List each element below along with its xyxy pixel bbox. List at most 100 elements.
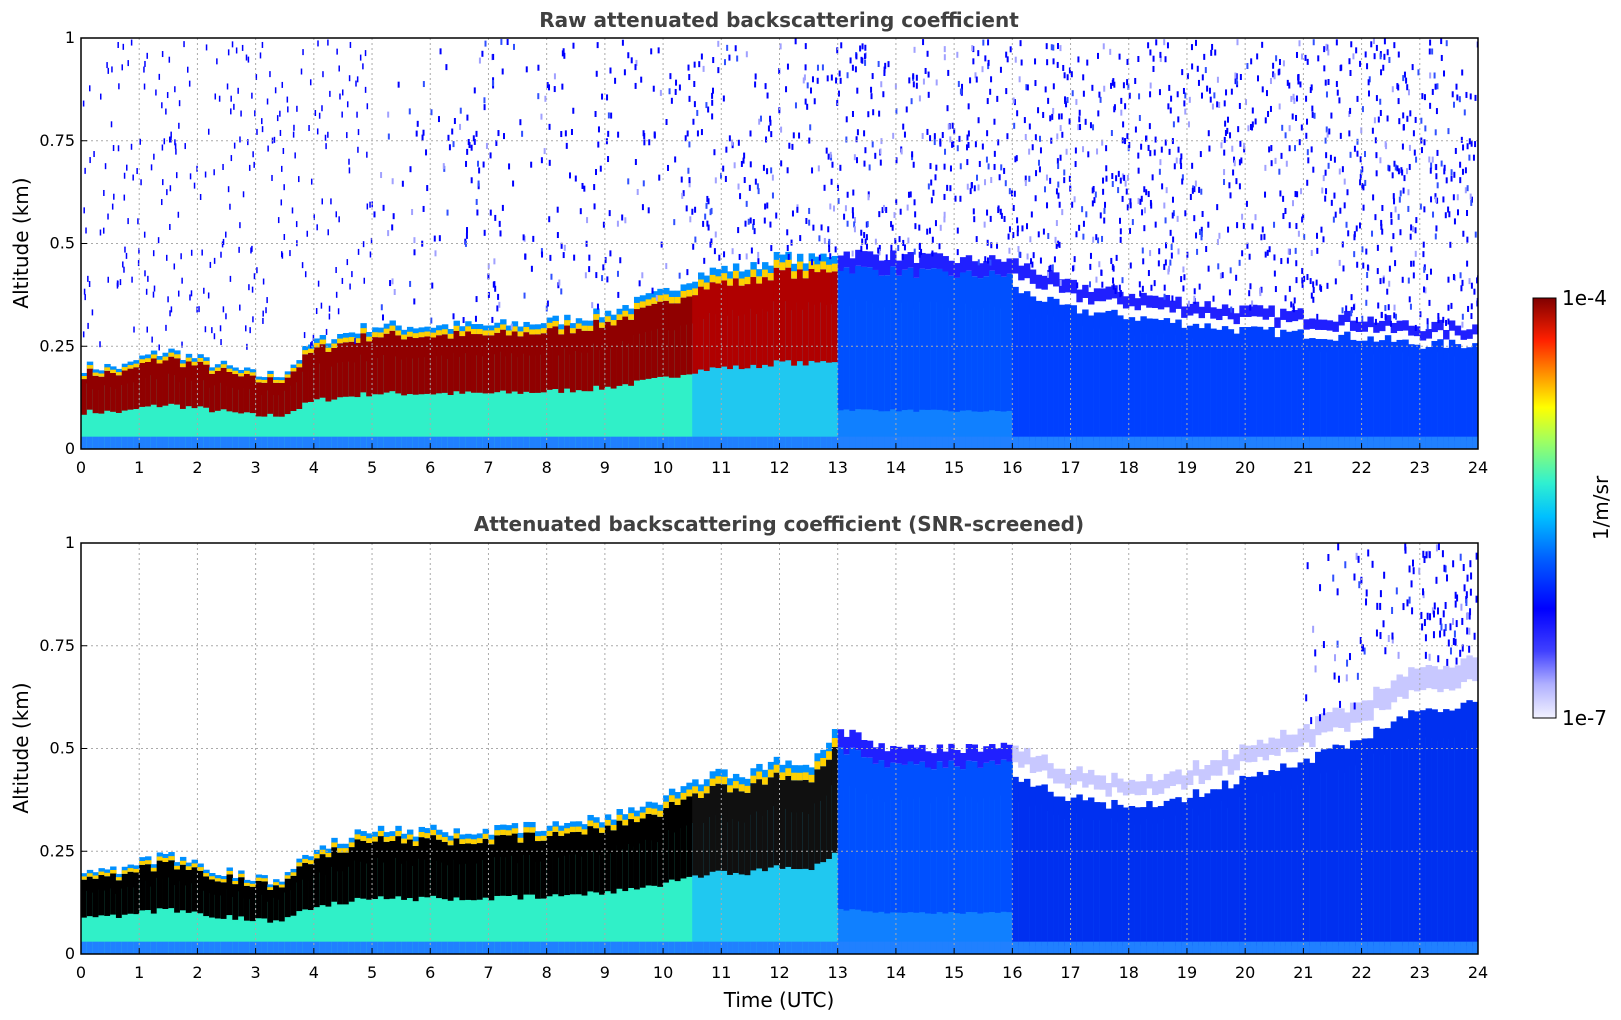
noise-speck (736, 55, 739, 62)
heat-cell-low (692, 323, 699, 449)
noise-speck (1059, 154, 1062, 161)
heat-cell-low (622, 341, 629, 449)
noise-speck (253, 161, 255, 168)
heat-cell-edge (395, 330, 402, 336)
noise-speck (238, 246, 240, 253)
noise-speck (325, 328, 328, 335)
heat-cell-low (564, 855, 571, 954)
noise-speck (1251, 121, 1254, 128)
noise-speck (1353, 573, 1356, 581)
noise-speck (1112, 283, 1115, 290)
noise-speck (553, 86, 556, 93)
noise-speck (168, 56, 171, 63)
noise-speck (1324, 137, 1327, 144)
noise-speck (720, 172, 723, 179)
noise-speck (1380, 69, 1383, 76)
noise-speck (261, 126, 264, 133)
heat-cell-surface (1326, 941, 1334, 954)
heat-cell-surface (930, 436, 938, 449)
heat-cell-surface (1355, 436, 1363, 449)
heat-cell-core (1344, 331, 1351, 441)
heat-cell-core (1448, 710, 1456, 946)
noise-speck (1326, 282, 1329, 289)
heat-cell-low (826, 305, 833, 449)
noise-speck (1398, 196, 1401, 203)
noise-speck (1468, 627, 1471, 635)
y-tick-label: 0 (65, 944, 75, 963)
noise-speck (799, 235, 802, 242)
noise-speck (1306, 179, 1309, 186)
heat-cell-low (162, 376, 169, 449)
heat-cell-core (98, 875, 105, 916)
noise-speck (1312, 166, 1315, 173)
noise-speck (621, 214, 624, 221)
noise-speck (1414, 250, 1417, 257)
heat-cell-low (750, 308, 757, 449)
noise-speck (1193, 295, 1196, 302)
noise-speck (1293, 97, 1296, 104)
noise-speck (430, 109, 433, 116)
noise-speck (1353, 234, 1356, 241)
heat-cell-core (1169, 322, 1176, 441)
heat-cell-core (942, 271, 949, 411)
heat-cell-core (651, 303, 658, 378)
heat-cell-core (1053, 298, 1060, 441)
noise-speck (147, 275, 149, 282)
noise-speck (1164, 139, 1167, 146)
heat-cell-low (296, 882, 303, 954)
noise-speck (287, 106, 289, 113)
noise-speck (99, 341, 101, 348)
noise-speck (262, 278, 265, 285)
noise-speck (1119, 289, 1122, 296)
heat-cell-low (150, 375, 158, 449)
noise-speck (1068, 175, 1071, 182)
heat-cell-surface (604, 941, 612, 954)
noise-speck (1078, 224, 1081, 231)
noise-speck (723, 59, 726, 66)
noise-speck (273, 136, 276, 143)
noise-speck (1353, 702, 1356, 710)
noise-speck (1088, 281, 1091, 288)
heat-cell-surface (308, 941, 315, 954)
noise-speck (1466, 574, 1469, 582)
heat-cell-core (1472, 343, 1478, 441)
noise-speck (439, 48, 442, 55)
heat-cell-core (342, 852, 350, 905)
heat-cell-core (401, 339, 408, 396)
noise-speck (300, 68, 303, 75)
raw-backscatter-panel: Raw attenuated backscattering coefficien… (9, 8, 1488, 477)
heat-cell-core (1472, 701, 1478, 946)
noise-speck (867, 194, 870, 201)
heat-cell-surface (1221, 941, 1229, 954)
heat-cell-low (302, 371, 309, 449)
heat-cell-core (639, 307, 647, 380)
heat-cell-surface (1256, 436, 1264, 449)
noise-speck (860, 229, 863, 236)
noise-speck (1102, 188, 1105, 195)
noise-speck (1462, 144, 1465, 151)
noise-speck (1264, 191, 1267, 198)
heat-cell-surface (674, 436, 682, 449)
y-axis-label: Altitude (km) (9, 177, 33, 308)
noise-speck (472, 135, 475, 142)
heat-cell-core (255, 382, 263, 417)
noise-speck (951, 122, 954, 129)
noise-speck (891, 224, 894, 231)
heat-cell-edge (226, 368, 233, 372)
heat-cell-edge (168, 856, 175, 861)
noise-speck (1377, 116, 1380, 123)
x-tick-label: 4 (309, 458, 319, 477)
heat-cell-edge (1402, 320, 1409, 331)
noise-speck (489, 152, 492, 159)
noise-speck (1374, 214, 1377, 221)
noise-speck (1322, 175, 1325, 182)
noise-speck (1059, 125, 1062, 132)
noise-speck (898, 236, 901, 243)
noise-speck (1203, 53, 1206, 60)
noise-speck (1293, 297, 1296, 304)
heat-cell-edge (401, 838, 408, 844)
heat-cell-surface (860, 941, 868, 954)
heat-cell-core (296, 367, 303, 409)
noise-speck (852, 189, 855, 196)
noise-speck (315, 308, 318, 315)
